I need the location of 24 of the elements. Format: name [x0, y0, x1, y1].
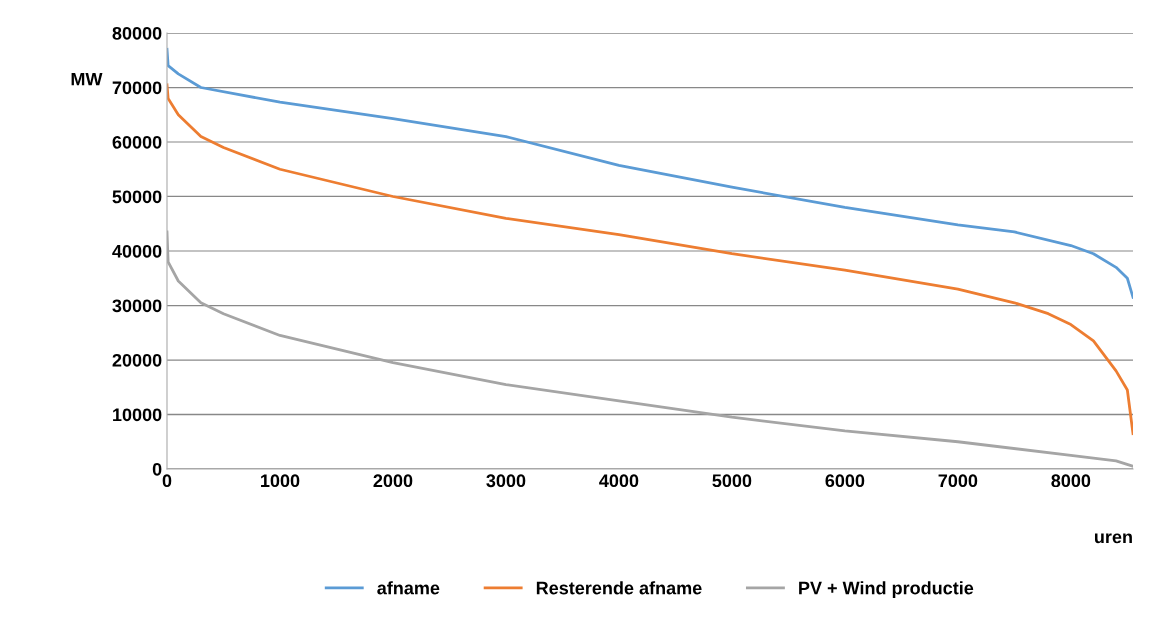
x-tick-label: 3000: [486, 474, 526, 488]
y-tick-label: 0: [152, 462, 162, 476]
legend-label: Resterende afname: [536, 581, 702, 595]
y-tick-label: 80000: [112, 26, 162, 40]
y-axis-title: MW: [71, 72, 103, 86]
y-tick-label: 40000: [112, 244, 162, 258]
x-tick-label: 0: [162, 474, 172, 488]
x-tick-label: 4000: [599, 474, 639, 488]
legend-label: afname: [377, 581, 440, 595]
y-tick-label: 30000: [112, 299, 162, 313]
y-tick-label: 60000: [112, 135, 162, 149]
x-axis-title: uren: [1095, 533, 1132, 544]
y-tick-label: 20000: [112, 353, 162, 367]
y-tick-label: 10000: [113, 408, 162, 422]
y-tick-label: 50000: [112, 190, 162, 204]
x-tick-label: 6000: [825, 474, 865, 488]
x-tick-label: 7000: [938, 474, 978, 488]
legend-label: PV + Wind productie: [799, 581, 974, 598]
x-tick-label: 8000: [1051, 474, 1091, 488]
y-tick-label: 70000: [112, 81, 162, 95]
x-tick-label: 1000: [261, 474, 300, 488]
x-tick-label: 2000: [373, 474, 413, 488]
line-series: [167, 83, 1133, 435]
x-tick-label: 5000: [712, 474, 752, 488]
